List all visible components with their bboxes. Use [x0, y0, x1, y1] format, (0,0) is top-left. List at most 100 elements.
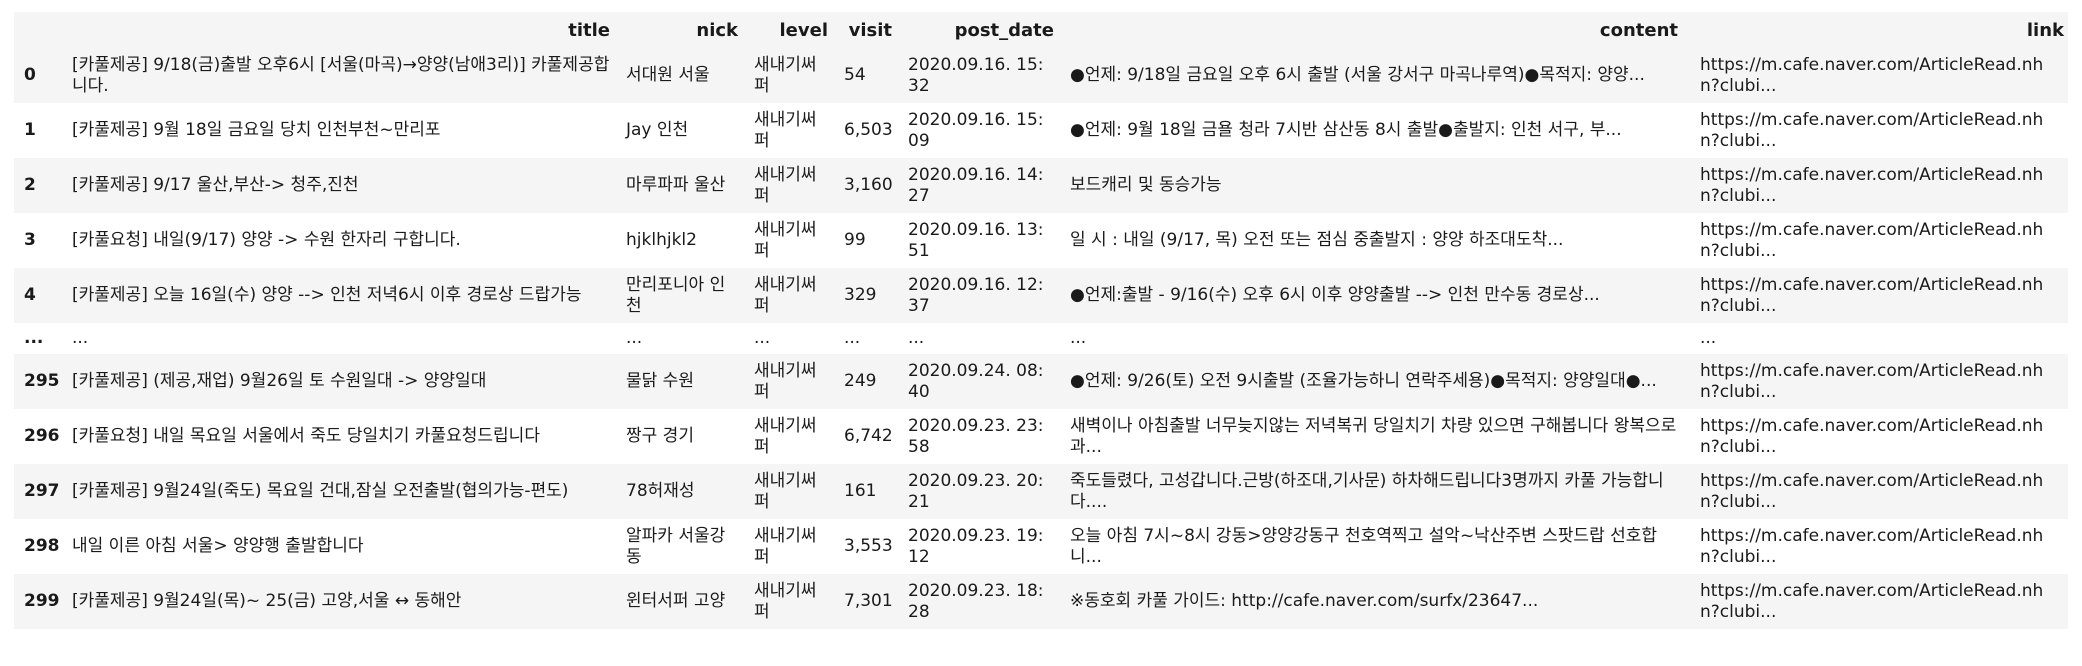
header-row: title nick level visit post_date content…: [14, 12, 2068, 48]
dataframe-container: title nick level visit post_date content…: [14, 12, 2068, 629]
row-index: 3: [24, 230, 36, 250]
cell-nick: 마루파파 울산: [626, 175, 726, 195]
cell-link: ...: [1700, 328, 1717, 348]
table-row: 3 [카풀요청] 내일(9/17) 양양 -> 수원 한자리 구합니다. hjk…: [14, 213, 2068, 268]
header-level: level: [779, 19, 829, 41]
dataframe-table: title nick level visit post_date content…: [14, 12, 2068, 629]
cell-post-date: ...: [908, 328, 925, 348]
cell-content: ●언제: 9/18일 금요일 오후 6시 출발 (서울 강서구 마곡나루역)●목…: [1070, 65, 1645, 85]
cell-link: https://m.cafe.naver.com/ArticleRead.nhn…: [1700, 470, 2044, 512]
cell-nick: 윈터서퍼 고양: [626, 591, 726, 611]
cell-title: ...: [72, 328, 89, 348]
cell-post-date: 2020.09.23. 20:21: [908, 470, 1044, 512]
row-index: 298: [24, 536, 60, 556]
row-index: 299: [24, 591, 60, 611]
header-post-date: post_date: [954, 19, 1054, 41]
cell-level: ...: [754, 328, 771, 348]
cell-content: ●언제:출발 - 9/16(수) 오후 6시 이후 양양출발 --> 인천 만수…: [1070, 285, 1600, 305]
cell-post-date: 2020.09.16. 13:51: [908, 219, 1044, 261]
cell-visit: 7,301: [844, 591, 893, 611]
row-index: 0: [24, 65, 36, 85]
row-index: 2: [24, 175, 36, 195]
cell-nick: 서대원 서울: [626, 65, 710, 85]
cell-title: [카풀제공] 9/17 울산,부산-> 청주,진천: [72, 175, 359, 195]
cell-link: https://m.cafe.naver.com/ArticleRead.nhn…: [1700, 580, 2044, 622]
cell-link: https://m.cafe.naver.com/ArticleRead.nhn…: [1700, 164, 2044, 206]
cell-content: ※동호회 카풀 가이드: http://cafe.naver.com/surfx…: [1070, 591, 1539, 611]
table-row: 4 [카풀제공] 오늘 16일(수) 양양 --> 인천 저녁6시 이후 경로상…: [14, 268, 2068, 323]
cell-level: 새내기써퍼: [754, 525, 817, 567]
cell-post-date: 2020.09.23. 19:12: [908, 525, 1044, 567]
cell-title: [카풀요청] 내일 목요일 서울에서 죽도 당일치기 카풀요청드립니다: [72, 426, 540, 446]
cell-level: 새내기써퍼: [754, 164, 817, 206]
row-index: 297: [24, 481, 60, 501]
cell-post-date: 2020.09.24. 08:40: [908, 360, 1044, 402]
table-row: 297 [카풀제공] 9월24일(죽도) 목요일 건대,잠실 오전출발(협의가능…: [14, 464, 2068, 519]
cell-link: https://m.cafe.naver.com/ArticleRead.nhn…: [1700, 109, 2044, 151]
cell-link: https://m.cafe.naver.com/ArticleRead.nhn…: [1700, 274, 2044, 316]
cell-nick: 짱구 경기: [626, 426, 694, 446]
row-index: 4: [24, 285, 36, 305]
header-nick: nick: [696, 19, 738, 41]
cell-content: 새벽이나 아침출발 너무늦지않는 저녁복귀 당일치기 차량 있으면 구해봅니다 …: [1070, 415, 1677, 457]
cell-level: 새내기써퍼: [754, 360, 817, 402]
cell-link: https://m.cafe.naver.com/ArticleRead.nhn…: [1700, 54, 2044, 96]
cell-content: ●언제: 9/26(토) 오전 9시출발 (조율가능하니 연락주세용)●목적지:…: [1070, 371, 1657, 391]
cell-title: [카풀제공] 9월24일(목)~ 25(금) 고양,서울 ↔ 동해안: [72, 591, 462, 611]
cell-content: 보드캐리 및 동승가능: [1070, 175, 1222, 195]
header-index: [14, 12, 64, 48]
row-index: ...: [24, 328, 44, 348]
cell-visit: 99: [844, 230, 866, 250]
cell-post-date: 2020.09.16. 14:27: [908, 164, 1044, 206]
cell-link: https://m.cafe.naver.com/ArticleRead.nhn…: [1700, 525, 2044, 567]
cell-visit: 6,742: [844, 426, 893, 446]
cell-visit: 54: [844, 65, 866, 85]
cell-nick: ...: [626, 328, 643, 348]
cell-level: 새내기써퍼: [754, 415, 817, 457]
row-index: 1: [24, 120, 36, 140]
cell-level: 새내기써퍼: [754, 109, 817, 151]
cell-content: ●언제: 9월 18일 금욜 청라 7시반 삼산동 8시 출발●출발지: 인천 …: [1070, 120, 1622, 140]
table-row: 0 [카풀제공] 9/18(금)출발 오후6시 [서울(마곡)→양양(남애3리)…: [14, 48, 2068, 103]
header-link: link: [2026, 19, 2064, 41]
cell-title: [카풀제공] 9월24일(죽도) 목요일 건대,잠실 오전출발(협의가능-편도): [72, 481, 569, 501]
cell-nick: 78허재성: [626, 481, 695, 501]
cell-visit: 329: [844, 285, 877, 305]
table-row: 295 [카풀제공] (제공,재업) 9월26일 토 수원일대 -> 양양일대 …: [14, 354, 2068, 409]
cell-content: 일 시 : 내일 (9/17, 목) 오전 또는 점심 중출발지 : 양양 하조…: [1070, 230, 1564, 250]
cell-nick: hjklhjkl2: [626, 230, 697, 250]
header-visit: visit: [848, 19, 892, 41]
cell-title: [카풀제공] 9월 18일 금요일 당치 인천부천~만리포: [72, 120, 441, 140]
table-body: 0 [카풀제공] 9/18(금)출발 오후6시 [서울(마곡)→양양(남애3리)…: [14, 48, 2068, 629]
cell-link: https://m.cafe.naver.com/ArticleRead.nhn…: [1700, 415, 2044, 457]
cell-visit: ...: [844, 328, 861, 348]
table-row: 296 [카풀요청] 내일 목요일 서울에서 죽도 당일치기 카풀요청드립니다 …: [14, 409, 2068, 464]
row-index: 295: [24, 371, 60, 391]
cell-level: 새내기써퍼: [754, 219, 817, 261]
table-row-ellipsis: ... ... ... ... ... ... ... ...: [14, 323, 2068, 354]
cell-title: [카풀제공] 오늘 16일(수) 양양 --> 인천 저녁6시 이후 경로상 드…: [72, 285, 582, 305]
cell-level: 새내기써퍼: [754, 580, 817, 622]
cell-title: 내일 이른 아침 서울> 양양행 출발합니다: [72, 536, 364, 556]
cell-visit: 161: [844, 481, 877, 501]
cell-nick: 알파카 서울강동: [626, 525, 726, 567]
cell-visit: 249: [844, 371, 877, 391]
cell-post-date: 2020.09.16. 12:37: [908, 274, 1044, 316]
cell-level: 새내기써퍼: [754, 274, 817, 316]
table-row: 298 내일 이른 아침 서울> 양양행 출발합니다 알파카 서울강동 새내기써…: [14, 519, 2068, 574]
cell-post-date: 2020.09.23. 23:58: [908, 415, 1044, 457]
cell-nick: Jay 인천: [626, 120, 689, 140]
cell-title: [카풀제공] (제공,재업) 9월26일 토 수원일대 -> 양양일대: [72, 371, 487, 391]
cell-level: 새내기써퍼: [754, 470, 817, 512]
cell-link: https://m.cafe.naver.com/ArticleRead.nhn…: [1700, 219, 2044, 261]
cell-nick: 만리포니아 인천: [626, 274, 726, 316]
cell-title: [카풀제공] 9/18(금)출발 오후6시 [서울(마곡)→양양(남애3리)] …: [72, 54, 610, 96]
table-row: 1 [카풀제공] 9월 18일 금요일 당치 인천부천~만리포 Jay 인천 새…: [14, 103, 2068, 158]
cell-visit: 6,503: [844, 120, 893, 140]
cell-post-date: 2020.09.23. 18:28: [908, 580, 1044, 622]
cell-title: [카풀요청] 내일(9/17) 양양 -> 수원 한자리 구합니다.: [72, 230, 461, 250]
cell-nick: 물닭 수원: [626, 371, 694, 391]
table-row: 299 [카풀제공] 9월24일(목)~ 25(금) 고양,서울 ↔ 동해안 윈…: [14, 574, 2068, 629]
cell-content: 오늘 아침 7시~8시 강동>양양강동구 천호역찍고 설악~낙산주변 스팟드랍 …: [1070, 525, 1658, 567]
cell-visit: 3,553: [844, 536, 893, 556]
